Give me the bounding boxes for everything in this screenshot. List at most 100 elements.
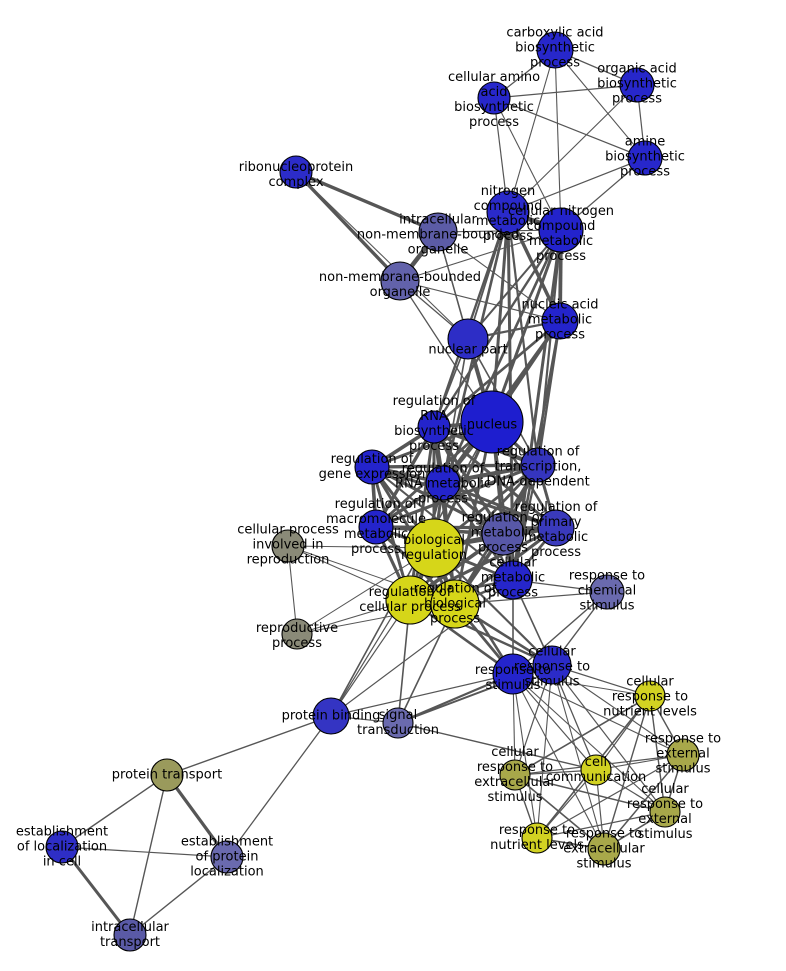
graph-edge [512,673,666,813]
graph-edge [375,525,557,530]
graph-node-protein_binding[interactable] [312,697,350,735]
graph-edge [551,664,605,850]
graph-node-cellular_response_to_nutrient_levels[interactable] [634,680,666,712]
graph-edge [129,856,228,936]
graph-node-cell_communication[interactable] [580,754,612,786]
graph-edge [330,673,514,717]
graph-node-regulation_of_transcription_dna_dependent[interactable] [520,447,556,483]
graph-edge [551,664,684,756]
graph-edge [294,170,402,283]
graph-edge [397,722,597,771]
graph-node-nitrogen_compound_metabolic_process[interactable] [486,190,530,234]
graph-edge [507,157,646,213]
graph-edge [433,425,557,530]
graph-node-regulation_of_rna_metabolic_process[interactable] [425,465,461,501]
graph-node-ribonucleoprotein_complex[interactable] [279,155,313,189]
graph-edge [437,231,561,322]
graph-edge [512,673,684,756]
graph-node-nuclear_part[interactable] [447,318,489,360]
graph-edge [166,715,332,776]
graph-edge [441,229,563,484]
graph-edge [61,846,228,858]
graph-edge [536,754,684,839]
graph-edge [467,211,509,340]
graph-edge [511,229,563,581]
graph-node-cellular_response_to_external_stimulus[interactable] [649,796,681,828]
graph-node-response_to_nutrient_levels[interactable] [521,822,553,854]
graph-node-cellular_metabolic_process[interactable] [493,560,533,600]
graph-node-regulation_of_cellular_process[interactable] [385,575,435,625]
edge-layer [60,49,684,936]
graph-node-signal_transduction[interactable] [382,707,414,739]
graph-edge [512,673,538,839]
graph-edge [442,338,469,484]
graph-edge [511,464,540,581]
graph-edge [512,673,597,771]
graph-edge [467,229,562,340]
graph-edge [536,811,666,839]
graph-edge [514,695,651,776]
graph-edge [330,421,493,717]
graph-node-organic_acid_biosynthetic_process[interactable] [619,67,655,103]
graph-edge [399,280,561,322]
graph-node-response_to_external_stimulus[interactable] [666,738,700,772]
graph-node-cellular_nitrogen_compound_metabolic_process[interactable] [538,207,584,253]
graph-node-biological_regulation[interactable] [404,518,464,578]
graph-edge [493,84,638,99]
graph-node-establishment_of_localization_in_cell[interactable] [45,830,79,864]
graph-edge [536,664,553,839]
graph-edge [295,171,469,340]
graph-edge [409,526,557,602]
graph-edge [129,774,168,936]
graph-edge [603,754,684,850]
graph-edge [512,591,608,675]
graph-node-intracellular_transport[interactable] [113,918,147,952]
graph-node-cellular_process_involved_in_reproduction[interactable] [271,529,305,563]
graph-edge [649,695,666,813]
graph-node-regulation_of_rna_biosynthetic_process[interactable] [417,410,451,444]
graph-node-regulation_of_gene_expression[interactable] [354,449,390,485]
graph-node-protein_transport[interactable] [150,758,184,792]
graph-edge [371,465,504,536]
graph-node-nucleic_acid_metabolic_process[interactable] [541,302,579,340]
graph-node-regulation_of_biological_process[interactable] [430,579,480,629]
node-layer[interactable] [45,31,700,952]
graph-node-cellular_response_to_stimulus[interactable] [532,645,572,685]
graph-edge [330,547,435,717]
graph-node-regulation_of_metabolic_process[interactable] [481,512,525,556]
graph-node-regulation_of_macromolecule_metabolic_process[interactable] [358,509,394,545]
graph-node-response_to_stimulus[interactable] [492,653,534,695]
graph-edge [507,84,638,213]
graph-node-cellular_amino_acid_biosynthetic_process[interactable] [477,81,511,115]
graph-edge [603,695,651,850]
graph-edge [514,774,666,813]
graph-node-intracellular_non_membrane_bounded_organelle[interactable] [418,212,458,252]
graph-edge [371,463,539,469]
graph-edge [432,229,563,428]
graph-edge [371,465,557,530]
graph-edge [295,170,439,234]
graph-edge [493,97,646,159]
graph-node-regulation_of_primary_metabolic_process[interactable] [537,509,575,547]
graph-edge [493,97,562,231]
graph-node-carboxylic_acid_biosynthetic_process[interactable] [536,31,574,69]
graph-edge [554,49,646,159]
graph-node-establishment_of_protein_localization[interactable] [210,840,244,874]
graph-node-response_to_chemical_stimulus[interactable] [589,574,625,610]
graph-node-amine_biosynthetic_process[interactable] [627,140,663,176]
graph-edge [60,846,132,936]
graph-edge [490,229,563,423]
graph-edge [226,715,332,858]
graph-node-non_membrane_bounded_organelle[interactable] [380,261,420,301]
graph-node-nucleus[interactable] [460,390,524,454]
graph-edge [61,774,168,848]
graph-node-reproductive_process_placeholder[interactable] [281,618,313,650]
graph-node-cellular_response_to_extracellular_stimulus[interactable] [499,759,531,791]
graph-node-response_to_extracellular_stimulus[interactable] [587,832,621,866]
graph-edge [507,49,556,213]
graph-edge [554,49,562,231]
graph-edge [408,426,436,601]
graph-edge [514,774,605,850]
